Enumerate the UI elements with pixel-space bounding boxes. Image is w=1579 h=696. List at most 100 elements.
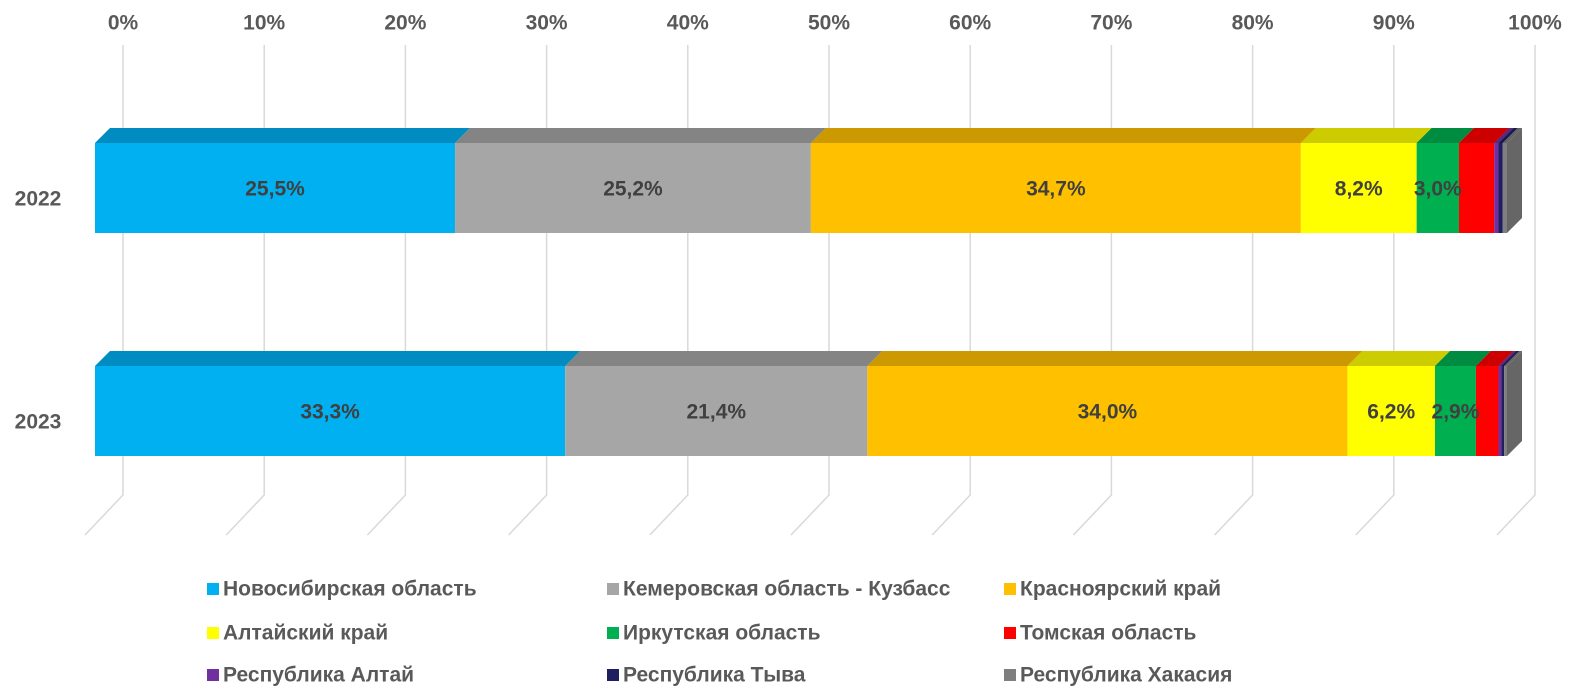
x-tick-label: 100%	[1508, 12, 1562, 35]
bar	[1347, 366, 1435, 456]
data-label: 34,0%	[1078, 401, 1138, 424]
bar-top	[95, 351, 581, 366]
grid-line	[790, 45, 830, 536]
legend-swatch	[207, 627, 219, 639]
bar-side	[1507, 128, 1522, 233]
legend-label: Красноярский край	[1020, 578, 1221, 601]
x-tick-label: 30%	[526, 12, 568, 35]
bar-top-shade	[455, 128, 826, 143]
grid-line	[1072, 45, 1113, 536]
bar	[1502, 143, 1507, 233]
x-tick-label: 20%	[384, 12, 426, 35]
x-tick-label: 0%	[108, 12, 139, 35]
bar	[1416, 143, 1459, 233]
bar-top	[867, 351, 1363, 366]
bar	[867, 366, 1348, 456]
bar	[1498, 366, 1502, 456]
x-tick-label: 70%	[1090, 12, 1132, 35]
bar	[1300, 143, 1417, 233]
grid-line	[1214, 45, 1254, 536]
legend-label: Иркутская область	[623, 622, 821, 645]
bar-top-shade	[565, 351, 883, 366]
bar-top	[1494, 128, 1514, 143]
legend-swatch	[207, 669, 219, 681]
grid-line	[84, 45, 124, 536]
bar-top-shade	[1498, 128, 1518, 143]
data-label: 8,2%	[1335, 178, 1383, 201]
bar-top	[1498, 351, 1517, 366]
bar	[810, 143, 1301, 233]
legend-swatch	[607, 583, 619, 595]
legend-label: Кемеровская область - Кузбасс	[623, 578, 951, 601]
data-label: 25,2%	[603, 178, 663, 201]
bar-top-shade	[1498, 351, 1517, 366]
x-tick-label: 50%	[808, 12, 850, 35]
bar	[1458, 143, 1495, 233]
y-tick-label: 2022	[15, 188, 62, 211]
data-label: 3,0%	[1414, 178, 1462, 201]
bar-top-shade	[810, 128, 1316, 143]
grid-line	[366, 45, 407, 536]
bar-top	[1475, 351, 1514, 366]
x-tick-label: 10%	[243, 12, 285, 35]
bar-top-shade	[1347, 351, 1450, 366]
legend-label: Республика Алтай	[223, 664, 414, 687]
grid-line	[649, 45, 689, 536]
bar	[1504, 366, 1507, 456]
bar-top	[95, 128, 471, 143]
bar-top	[1434, 351, 1491, 366]
bar-top-shade	[1300, 128, 1432, 143]
data-label: 34,7%	[1026, 178, 1086, 201]
legend-swatch	[207, 583, 219, 595]
bar-top	[1501, 351, 1520, 366]
bar	[1501, 366, 1505, 456]
legend-label: Республика Хакасия	[1020, 664, 1232, 687]
grid-line	[931, 45, 971, 536]
legend-swatch	[607, 669, 619, 681]
x-tick-label: 60%	[949, 12, 991, 35]
grid-line	[225, 45, 265, 536]
data-label: 33,3%	[300, 401, 360, 424]
bar-top	[1347, 351, 1450, 366]
bar	[455, 143, 811, 233]
legend-label: Новосибирская область	[223, 578, 477, 601]
bar-top	[1502, 128, 1522, 143]
bar-top-shade	[1494, 128, 1514, 143]
data-label: 21,4%	[687, 401, 747, 424]
bar-side	[1507, 351, 1522, 456]
bar-top-shade	[95, 351, 581, 366]
legend-swatch	[1004, 627, 1016, 639]
bar	[1498, 143, 1503, 233]
grid-line	[508, 45, 548, 536]
legend-label: Томская область	[1020, 622, 1197, 645]
bar	[1475, 366, 1499, 456]
bar-top-shade	[1501, 351, 1520, 366]
bar-top-shade	[1502, 128, 1522, 143]
data-label: 2,9%	[1432, 401, 1480, 424]
bar-top	[1498, 128, 1518, 143]
bar-top	[810, 128, 1316, 143]
bar-top-shade	[95, 128, 471, 143]
bar-top-shade	[1475, 351, 1514, 366]
bar-top-shade	[1458, 128, 1510, 143]
grid-line	[1496, 45, 1536, 536]
bar-top	[1504, 351, 1522, 366]
legend-label: Алтайский край	[223, 622, 388, 645]
bar-top	[1458, 128, 1510, 143]
bar	[565, 366, 868, 456]
bar-top	[1300, 128, 1432, 143]
bar-top-shade	[1434, 351, 1491, 366]
bar	[1434, 366, 1476, 456]
legend-swatch	[1004, 669, 1016, 681]
bar-top	[1416, 128, 1474, 143]
bar	[1494, 143, 1499, 233]
bar	[95, 143, 456, 233]
bar-top	[455, 128, 826, 143]
data-label: 25,5%	[245, 178, 305, 201]
bar-top-shade	[1504, 351, 1522, 366]
bar-top	[565, 351, 883, 366]
legend-swatch	[607, 627, 619, 639]
legend-swatch	[1004, 583, 1016, 595]
bar-top-shade	[1416, 128, 1474, 143]
x-tick-label: 80%	[1232, 12, 1274, 35]
